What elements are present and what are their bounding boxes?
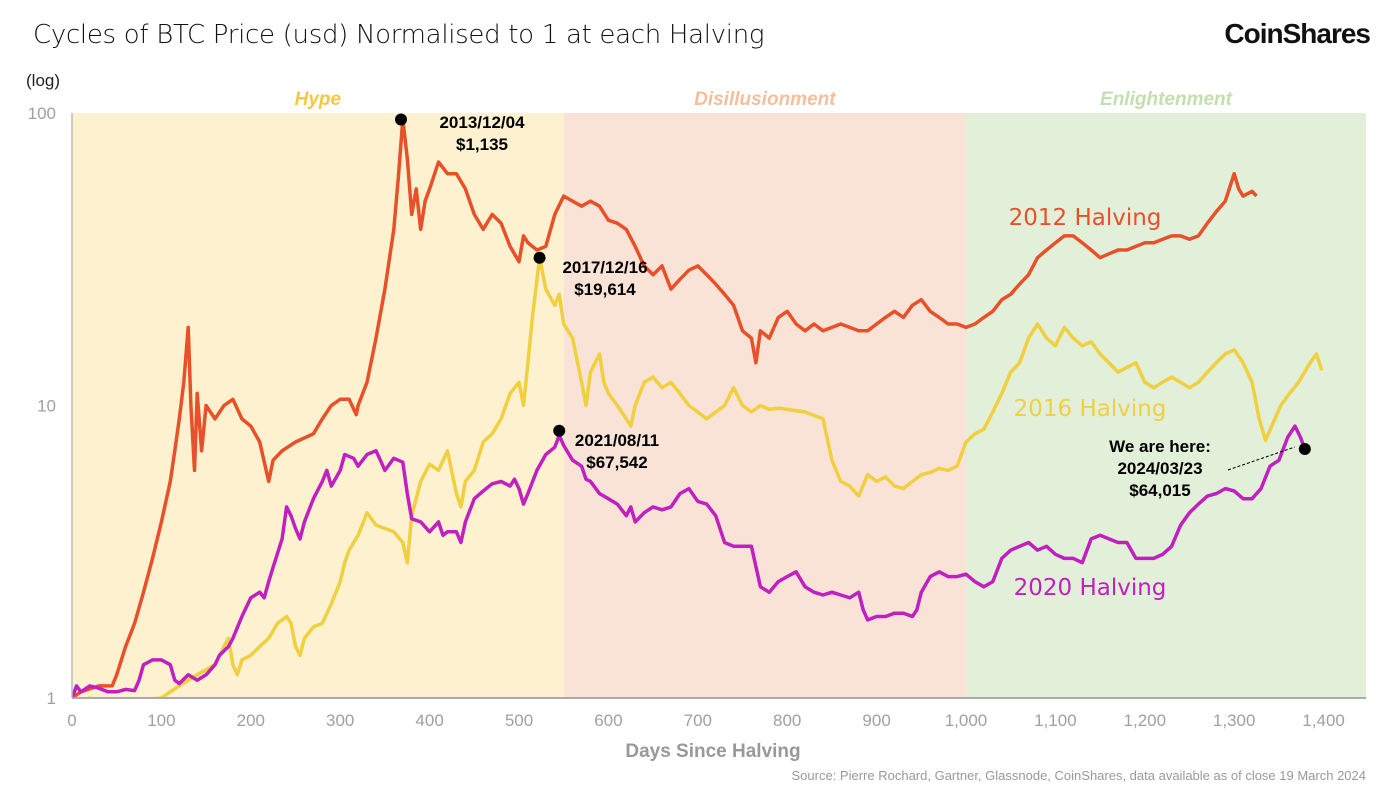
x-tick-label: 1,000 — [945, 711, 988, 730]
y-tick-label: 1 — [47, 689, 56, 708]
series-label: 2012 Halving — [1009, 205, 1162, 231]
x-tick-label: 700 — [684, 711, 712, 730]
x-tick-label: 200 — [237, 711, 265, 730]
phase-band-disillusionment — [563, 113, 966, 698]
x-tick-label: 600 — [594, 711, 622, 730]
series-line-2020 — [72, 424, 1307, 698]
series-line-2012 — [72, 117, 1258, 698]
phase-label: Hype — [295, 89, 342, 110]
series-label: 2016 Halving — [1014, 396, 1167, 422]
phase-band-hype — [72, 113, 564, 698]
x-tick-label: 1,400 — [1302, 711, 1345, 730]
series-line-2016 — [72, 255, 1324, 698]
annotation-leader-line — [1227, 446, 1295, 471]
annotation-label: 2021/08/11 — [575, 431, 659, 450]
x-tick-label: 300 — [326, 711, 354, 730]
y-axis-label: (log) — [26, 71, 60, 90]
y-tick-label: 10 — [37, 397, 56, 416]
y-tick-label: 100 — [28, 104, 56, 123]
phase-band-enlightenment — [966, 113, 1366, 698]
annotation-dot — [533, 251, 546, 264]
source-note: Source: Pierre Rochard, Gartner, Glassno… — [791, 768, 1366, 783]
phase-label: Disillusionment — [694, 89, 836, 110]
annotation-dot — [1298, 443, 1311, 456]
x-tick-label: 500 — [505, 711, 533, 730]
annotation-label: $67,542 — [586, 453, 647, 472]
annotation-label: 2017/12/16 — [562, 258, 647, 277]
annotation-label: $19,614 — [574, 280, 636, 299]
annotation-label: $1,135 — [456, 135, 508, 154]
annotation-dot — [394, 113, 407, 126]
x-tick-label: 800 — [773, 711, 801, 730]
annotation-dot — [553, 424, 566, 437]
chart-title: Cycles of BTC Price (usd) Normalised to … — [33, 20, 765, 50]
series-label: 2020 Halving — [1014, 575, 1167, 601]
coinshares-logo: CoinShares — [1224, 18, 1371, 49]
x-axis-label: Days Since Halving — [625, 741, 800, 762]
x-tick-label: 0 — [67, 711, 76, 730]
x-tick-label: 400 — [415, 711, 443, 730]
x-tick-label: 1,100 — [1034, 711, 1077, 730]
phase-label: Enlightenment — [1100, 89, 1233, 110]
annotation-label: 2013/12/04 — [439, 113, 525, 132]
annotation-label: 2024/03/23 — [1117, 459, 1202, 478]
annotation-label: We are here: — [1109, 437, 1211, 456]
x-tick-label: 1,200 — [1124, 711, 1167, 730]
x-tick-label: 100 — [147, 711, 175, 730]
annotation-label: $64,015 — [1129, 481, 1190, 500]
x-tick-label: 900 — [862, 711, 890, 730]
x-tick-label: 1,300 — [1213, 711, 1256, 730]
